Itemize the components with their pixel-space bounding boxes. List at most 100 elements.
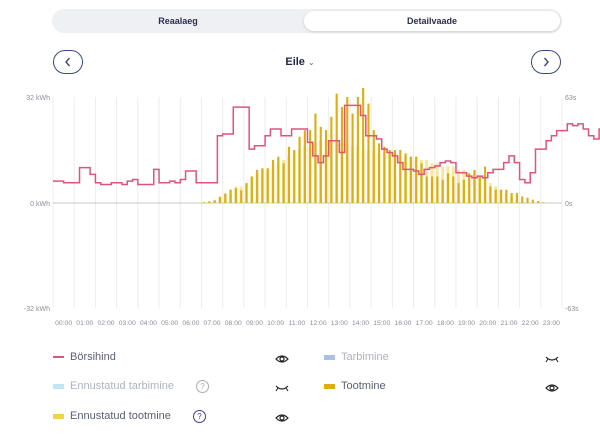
x-tick-label: 12:00 bbox=[310, 320, 327, 327]
production-bar bbox=[484, 166, 487, 203]
production-bar bbox=[378, 143, 381, 203]
legend-item-ennustatud-tarbimine[interactable]: Ennustatud tarbimine bbox=[53, 380, 174, 392]
view-switch: Reaalaeg Detailvaade bbox=[52, 9, 562, 33]
production-bar bbox=[234, 188, 237, 203]
production-bar bbox=[240, 190, 243, 203]
date-label: Eile bbox=[285, 56, 305, 68]
x-tick-label: 18:00 bbox=[437, 320, 454, 327]
production-bar bbox=[521, 196, 524, 203]
production-bar bbox=[346, 97, 349, 203]
production-bar bbox=[436, 176, 439, 203]
production-bar bbox=[489, 186, 492, 203]
legend-swatch bbox=[53, 383, 64, 389]
eye-open-icon[interactable] bbox=[275, 413, 289, 423]
x-tick-label: 15:00 bbox=[373, 320, 390, 327]
production-bar bbox=[478, 176, 481, 203]
production-bar bbox=[431, 176, 434, 203]
eye-open-icon[interactable] bbox=[545, 383, 559, 393]
production-bar bbox=[330, 116, 333, 203]
x-tick-label: 04:00 bbox=[140, 320, 157, 327]
production-bar bbox=[303, 130, 306, 203]
production-bar bbox=[340, 106, 344, 203]
production-bar bbox=[203, 202, 206, 203]
x-tick-label: 17:00 bbox=[416, 320, 433, 327]
chevron-left-icon bbox=[65, 57, 71, 67]
x-tick-label: 01:00 bbox=[76, 320, 93, 327]
x-tick-label: 06:00 bbox=[182, 320, 199, 327]
x-tick-label: 08:00 bbox=[225, 320, 242, 327]
legend-swatch bbox=[53, 356, 64, 358]
legend-item-borsihind[interactable]: Börsihind bbox=[53, 351, 116, 363]
production-bar bbox=[415, 156, 418, 203]
legend-item-ennustatud-tootmine[interactable]: Ennustatud tootmine bbox=[53, 410, 171, 422]
production-bar bbox=[452, 176, 455, 203]
production-bar bbox=[473, 169, 476, 203]
legend-item-tarbimine[interactable]: Tarbimine bbox=[324, 351, 389, 363]
production-bar bbox=[388, 150, 391, 203]
production-bar bbox=[425, 176, 428, 203]
date-selector[interactable]: Eile ⌄ bbox=[0, 56, 600, 68]
production-bar bbox=[494, 189, 497, 203]
x-tick-label: 23:00 bbox=[543, 320, 560, 327]
prev-day-button[interactable] bbox=[53, 50, 83, 74]
help-icon[interactable]: ? bbox=[196, 380, 209, 393]
production-bar bbox=[404, 153, 407, 203]
production-bar bbox=[319, 126, 322, 203]
x-tick-label: 14:00 bbox=[352, 320, 369, 327]
production-bar bbox=[367, 103, 370, 203]
eye-closed-icon[interactable] bbox=[275, 383, 289, 393]
help-icon[interactable]: ? bbox=[193, 410, 206, 423]
legend-item-tootmine[interactable]: Tootmine bbox=[324, 380, 386, 392]
production-bar bbox=[277, 156, 280, 203]
production-bar bbox=[218, 197, 222, 203]
legend-label: Tarbimine bbox=[341, 351, 389, 363]
production-bar bbox=[324, 130, 328, 203]
production-bar bbox=[309, 130, 312, 203]
production-bar bbox=[356, 97, 359, 203]
production-bar bbox=[224, 193, 227, 203]
production-bar bbox=[250, 176, 253, 203]
production-bar bbox=[245, 183, 248, 203]
tab-reaalaeg[interactable]: Reaalaeg bbox=[158, 16, 198, 26]
production-bar bbox=[399, 150, 402, 203]
x-tick-label: 07:00 bbox=[204, 320, 221, 327]
production-bar bbox=[393, 150, 397, 203]
production-bar bbox=[468, 173, 471, 203]
tab-detailvaade[interactable]: Detailvaade bbox=[304, 11, 560, 31]
legend-label: Tootmine bbox=[341, 380, 386, 392]
production-bar bbox=[298, 136, 301, 203]
production-bar bbox=[293, 150, 296, 203]
eye-closed-icon[interactable] bbox=[545, 354, 559, 364]
legend-label: Ennustatud tarbimine bbox=[70, 380, 174, 392]
x-tick-label: 10:00 bbox=[267, 320, 284, 327]
production-bar bbox=[335, 93, 338, 203]
x-tick-label: 20:00 bbox=[479, 320, 496, 327]
production-bar bbox=[208, 201, 211, 203]
x-tick-label: 19:00 bbox=[458, 320, 475, 327]
production-bar bbox=[505, 189, 508, 203]
production-bar bbox=[372, 130, 375, 203]
production-bar bbox=[213, 200, 216, 203]
left-axis-tick-label: 0 kWh bbox=[30, 201, 50, 208]
chevron-right-icon bbox=[543, 57, 549, 67]
production-bar bbox=[351, 113, 354, 203]
production-bar bbox=[537, 201, 540, 203]
production-bar bbox=[462, 179, 465, 203]
x-tick-label: 11:00 bbox=[289, 320, 306, 327]
production-bar bbox=[261, 168, 264, 203]
production-bar bbox=[457, 183, 460, 203]
production-bar bbox=[542, 202, 545, 203]
production-bar bbox=[499, 189, 503, 203]
right-axis-tick-label: -63s bbox=[565, 306, 579, 313]
production-bar bbox=[526, 197, 529, 203]
x-tick-label: 22:00 bbox=[522, 320, 539, 327]
x-tick-label: 02:00 bbox=[98, 320, 115, 327]
x-tick-label: 09:00 bbox=[246, 320, 263, 327]
price-line bbox=[53, 104, 600, 186]
production-bar bbox=[256, 169, 259, 203]
x-tick-label: 16:00 bbox=[394, 320, 411, 327]
legend-label: Börsihind bbox=[70, 351, 116, 363]
left-axis-tick-label: -32 kWh bbox=[24, 306, 50, 313]
next-day-button[interactable] bbox=[531, 50, 561, 74]
eye-open-icon[interactable] bbox=[275, 354, 289, 364]
